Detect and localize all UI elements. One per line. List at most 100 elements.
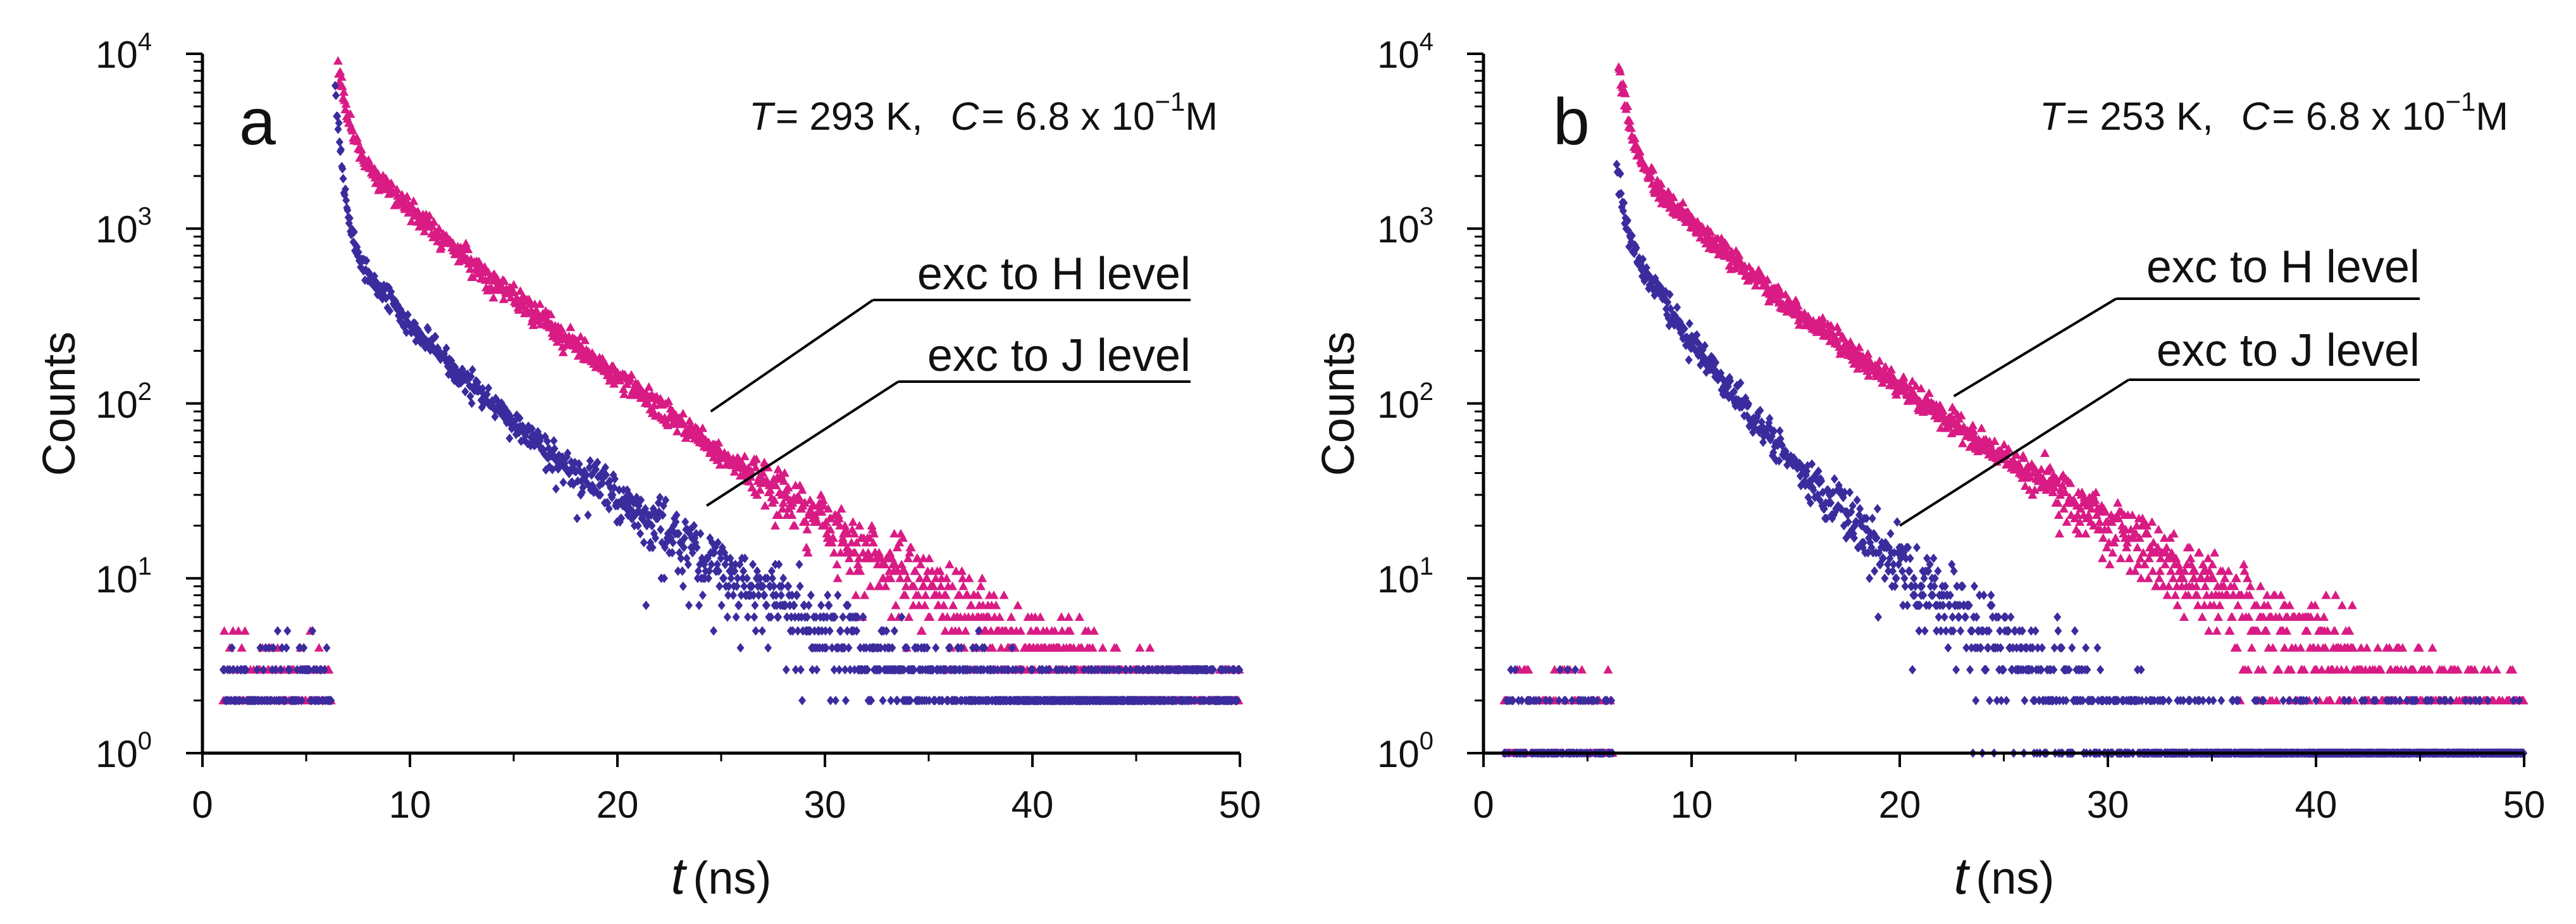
panel-a-annotation-j-leader [705, 380, 900, 507]
panel-b-h-data-point [1664, 188, 1674, 197]
panel-b-j-data-point [1856, 504, 1864, 514]
panel-a-j-data-point [743, 612, 752, 622]
panel-b-h-data-point [2089, 521, 2099, 530]
panel-a-y-tick-label: 102 [96, 378, 152, 426]
panel-b-j-data-point [1885, 566, 1893, 576]
panel-a-j-data-point [1029, 665, 1036, 675]
panel-a-h-data-point [850, 528, 860, 538]
panel-b-h-data-point [2384, 643, 2394, 652]
panel-a-j-data-point [586, 456, 594, 466]
panel-b-h-data-point [1668, 192, 1678, 201]
panel-b-h-data-point [2155, 566, 2165, 575]
panel-b-h-data-point [1976, 423, 1986, 432]
panel-a-j-data-point [402, 327, 411, 337]
panel-a-j-data-point [796, 665, 805, 675]
panel-b-h-data-point [2036, 465, 2047, 473]
panel-b-h-data-point [2103, 525, 2114, 534]
panel-b-h-data-point [2053, 498, 2063, 507]
panel-b-h-data-point [1762, 275, 1773, 284]
panel-a-h-data-point [528, 320, 538, 329]
panel-a-h-data-point [556, 323, 566, 332]
panel-a-h-data-point [684, 416, 695, 425]
panel-a-j-data-point [845, 643, 853, 653]
panel-b-h-data-point [2341, 665, 2351, 674]
panel-a-j-data-point [660, 573, 668, 584]
panel-b-h-data-point [1999, 440, 2009, 449]
panel-b-j-data-point [1920, 573, 1928, 584]
panel-a-j-data-point [723, 612, 731, 622]
panel-a-h-data-point [861, 537, 871, 547]
panel-b-j-data-point [1776, 426, 1784, 436]
panel-a-j-data-point [669, 537, 677, 547]
panel-b-h-data-point [2427, 643, 2437, 652]
panel-a-h-data-point [885, 547, 895, 557]
panel-a-j-data-point [795, 559, 803, 570]
panel-b-j-data-point [2053, 612, 2062, 622]
panel-a-h-data-point [758, 468, 768, 477]
panel-a-j-data-point [720, 573, 728, 584]
panel-b-j-data-point [2050, 665, 2058, 675]
panel-b-h-data-point [2091, 487, 2101, 497]
panel-a-j-data-point [841, 665, 849, 675]
panel-a-h-data-point [832, 559, 842, 568]
panel-a-j-data-point [271, 665, 280, 675]
panel-a-annotation-j: exc to J level [927, 330, 1191, 381]
panel-a-j-data-point [229, 665, 237, 675]
panel-b-h-data-point [2148, 566, 2158, 575]
panel-a-h-data-point [977, 573, 988, 582]
panel-a-h-data-point [817, 507, 827, 516]
panel-b-h-data-point [2138, 547, 2148, 557]
panel-b-j-data-point [1700, 340, 1709, 351]
panel-a-h-data-point [678, 409, 688, 418]
panel-a-j-data-point [564, 448, 572, 458]
panel-b-h-data-point [2108, 547, 2118, 557]
panel-a-j-data-point [1058, 665, 1067, 675]
panel-b-h-data-point [2165, 533, 2176, 542]
panel-a-h-data-point [896, 559, 907, 568]
panel-a-h-data-point [889, 528, 900, 538]
panel-b-h-data-point [2286, 665, 2296, 674]
panel-a-j-data-point [826, 696, 834, 706]
panel-b-j-data-point [2002, 696, 2010, 706]
panel-a-h-data-point [752, 454, 762, 463]
panel-a-j-data-point [707, 559, 715, 570]
panel-a-x-tick-label: 20 [597, 784, 639, 826]
panel-a-h-data-point [679, 419, 689, 428]
panel-a-j-data-point [467, 371, 475, 382]
panel-a-h-data-point [881, 581, 891, 590]
panel-b-j-data-point [1984, 643, 1992, 653]
panel-a-h-data-point [1089, 626, 1099, 635]
panel-b-j-data-point [1921, 626, 1929, 636]
panel-a-j-data-point [898, 612, 906, 622]
panel-a-h-data-point [783, 483, 793, 492]
panel-a-j-data-point [758, 626, 766, 636]
panel-b-h-data-point [2375, 665, 2386, 674]
panel-b-h-data-point [2272, 696, 2282, 704]
panel-b-j-data-point [1873, 504, 1881, 514]
panel-a-h-data-point [626, 370, 636, 379]
panel-b-h-data-point [2491, 665, 2501, 674]
panel-a-h-data-point [996, 643, 1006, 652]
panel-b-h-data-point [2200, 581, 2210, 590]
panel-b-j-data-point [1873, 533, 1881, 543]
panel-a-j-data-point [867, 696, 876, 706]
panel-a-h-data-point [935, 566, 945, 575]
panel-b-h-data-point [2245, 581, 2255, 590]
panel-b-j-data-point [1986, 696, 1994, 706]
panel-b-h-data-point [2247, 643, 2257, 652]
panel-a-y-axis-title: Counts [34, 332, 85, 476]
panel-b-h-data-point [2152, 581, 2162, 590]
panel-a-h-data-point [777, 504, 788, 513]
panel-b-h-data-point [2231, 573, 2241, 582]
panel-b-j-data-point [1666, 304, 1675, 314]
panel-b-j-data-point [1623, 215, 1632, 225]
panel-b-h-data-point [1549, 665, 1559, 674]
panel-b-h-data-point [1967, 420, 1978, 430]
panel-a-h-data-point [964, 573, 974, 582]
panel-a-h-data-point [597, 353, 607, 363]
panel-a-h-data-point [895, 537, 905, 547]
panel-a-j-data-point [796, 581, 804, 591]
panel-a-h-data-point [392, 184, 402, 194]
panel-a-j-data-point [662, 495, 670, 505]
panel-b-j-data-point [1912, 542, 1921, 553]
